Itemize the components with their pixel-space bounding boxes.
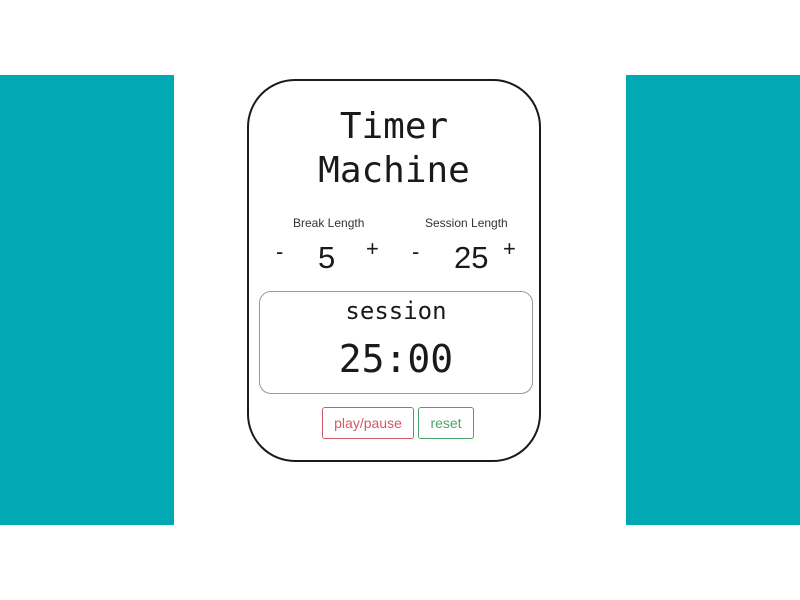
break-decrement-button[interactable]: - xyxy=(276,239,284,264)
break-increment-button[interactable]: + xyxy=(366,236,379,261)
session-length-value: 25 xyxy=(454,240,489,275)
break-length-value: 5 xyxy=(318,240,336,275)
timer-card: Timer Machine Break Length Session Lengt… xyxy=(247,79,541,462)
timer-mode-label: session xyxy=(345,297,447,325)
left-accent-panel xyxy=(0,75,174,525)
right-accent-panel xyxy=(626,75,800,525)
session-decrement-button[interactable]: - xyxy=(412,239,420,264)
timer-display: session 25:00 xyxy=(259,291,533,394)
play-pause-button[interactable]: play/pause xyxy=(322,407,414,439)
reset-button[interactable]: reset xyxy=(418,407,474,439)
break-length-label: Break Length xyxy=(293,216,365,230)
session-length-label: Session Length xyxy=(425,216,508,230)
time-left: 25:00 xyxy=(338,337,454,381)
session-increment-button[interactable]: + xyxy=(503,236,516,261)
app-title: Timer Machine xyxy=(249,105,539,193)
app-title-line1: Timer xyxy=(339,106,449,147)
app-title-line2: Machine xyxy=(318,150,470,191)
